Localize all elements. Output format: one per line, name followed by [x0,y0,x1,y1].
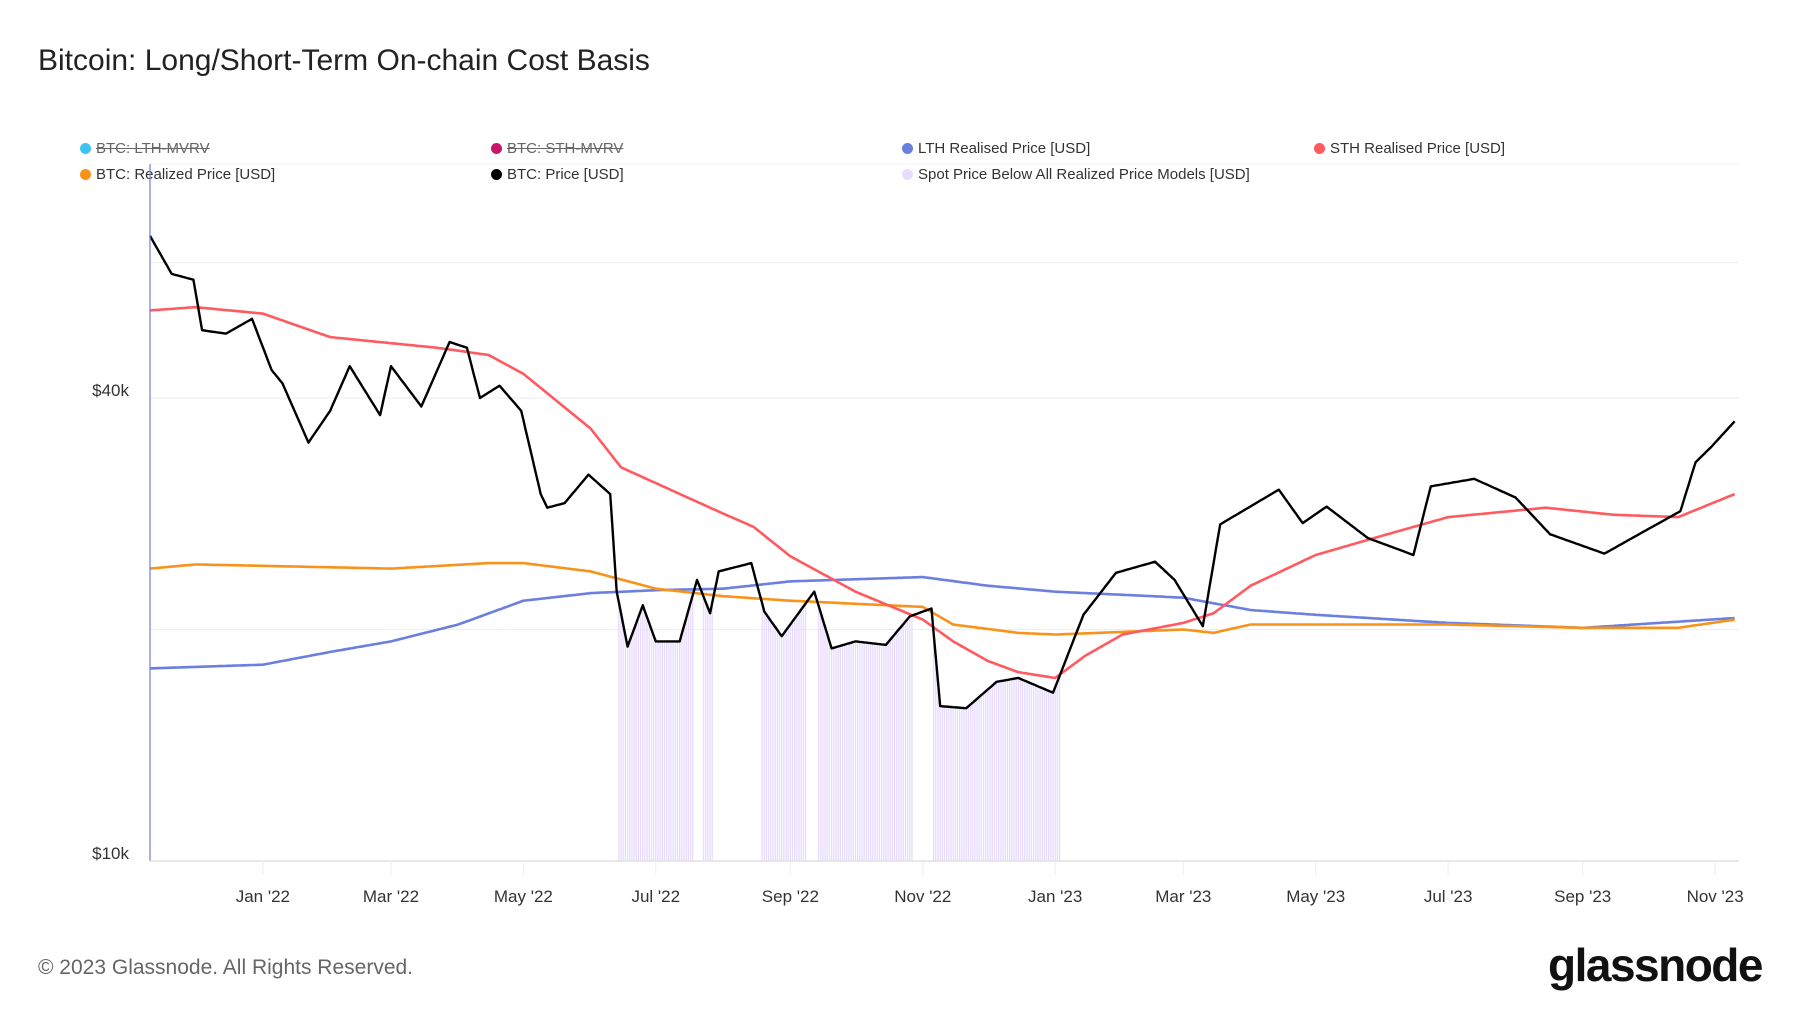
legend-label: Spot Price Below All Realized Price Mode… [918,166,1250,183]
axes: $10k $40k Jan '22 Mar '22 May '22 Jul '22 Sep … [92,164,1744,906]
series-lines [148,235,1736,710]
legend-item[interactable]: LTH Realised Price [USD] [902,140,1090,157]
x-tick-label: May '23 [1286,887,1345,906]
y-tick-label: $40k [92,381,129,400]
legend-dot-icon [491,169,502,180]
series-line-0 [148,235,1736,710]
legend-item[interactable]: STH Realised Price [USD] [1314,140,1505,157]
legend-label: BTC: Price [USD] [507,166,624,183]
series-line-1 [149,305,1736,680]
x-tick-label: May '22 [494,887,553,906]
x-tick-label: Nov '23 [1687,887,1744,906]
y-tick-label: $10k [92,844,129,863]
legend-dot-icon [1314,143,1325,154]
series-line-2 [149,575,1735,670]
legend-label: LTH Realised Price [USD] [918,140,1091,157]
copyright-footer: © 2023 Glassnode. All Rights Reserved. [38,956,414,979]
legend-dot-icon [902,169,913,180]
legend-item[interactable]: BTC: LTH-MVRV [80,140,210,157]
legend-item[interactable]: BTC: Realized Price [USD] [80,166,275,183]
legend-dot-icon [80,143,91,154]
legend-label: STH Realised Price [USD] [1330,140,1506,157]
legend-label: BTC: STH-MVRV [507,140,624,157]
series-line-3 [149,561,1735,636]
x-tick-label: Sep '22 [762,887,819,906]
chart-title: Bitcoin: Long/Short-Term On-chain Cost B… [38,44,650,77]
x-tick-label: Jul '22 [631,887,680,906]
x-tick-label: Jul '23 [1424,887,1473,906]
legend-dot-icon [80,169,91,180]
glassnode-logo: glassnode [1547,939,1764,991]
legend-item[interactable]: BTC: Price [USD] [491,166,624,183]
spot-below-realized-bars [618,595,1061,861]
x-tick-label: Nov '22 [894,887,951,906]
x-tick-label: Sep '23 [1554,887,1611,906]
x-tick-label: Jan '22 [236,887,290,906]
x-tick-label: Mar '23 [1155,887,1211,906]
x-tick-label: Jan '23 [1028,887,1082,906]
legend-label: BTC: LTH-MVRV [96,140,210,157]
x-tick-label: Mar '22 [363,887,419,906]
legend-dot-icon [491,143,502,154]
legend-label: BTC: Realized Price [USD] [96,166,276,183]
legend-item[interactable]: BTC: STH-MVRV [491,140,623,157]
legend-dot-icon [902,143,913,154]
legend-item[interactable]: Spot Price Below All Realized Price Mode… [902,166,1250,183]
